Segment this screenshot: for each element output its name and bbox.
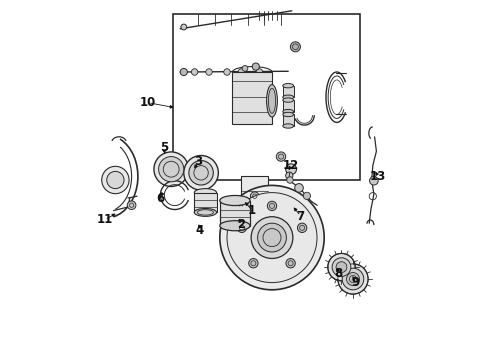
Ellipse shape	[283, 124, 294, 128]
Circle shape	[206, 69, 212, 75]
Bar	[173, 14, 360, 180]
Circle shape	[180, 68, 187, 76]
Ellipse shape	[194, 189, 217, 197]
Circle shape	[252, 63, 259, 70]
Circle shape	[291, 42, 300, 52]
Circle shape	[286, 258, 295, 268]
Text: 2: 2	[237, 219, 245, 231]
Circle shape	[242, 66, 248, 71]
Circle shape	[369, 176, 378, 185]
Circle shape	[256, 69, 263, 75]
Circle shape	[249, 258, 258, 268]
Circle shape	[238, 201, 245, 208]
Circle shape	[332, 258, 351, 276]
Circle shape	[154, 152, 189, 186]
Text: 3: 3	[194, 156, 202, 168]
Text: 9: 9	[352, 276, 360, 289]
Text: 4: 4	[196, 224, 204, 237]
Ellipse shape	[283, 84, 294, 88]
Circle shape	[238, 69, 245, 75]
Circle shape	[220, 185, 324, 290]
Ellipse shape	[220, 221, 250, 231]
Circle shape	[192, 69, 198, 75]
Circle shape	[227, 193, 317, 283]
Circle shape	[287, 177, 293, 183]
Ellipse shape	[283, 98, 294, 102]
Ellipse shape	[267, 85, 277, 117]
Ellipse shape	[283, 112, 294, 117]
Circle shape	[268, 201, 277, 211]
Circle shape	[189, 161, 213, 185]
Circle shape	[346, 273, 360, 285]
Circle shape	[286, 172, 293, 179]
Bar	[283, 114, 294, 126]
Text: 10: 10	[140, 96, 156, 109]
Circle shape	[224, 69, 230, 75]
Ellipse shape	[269, 88, 275, 113]
Bar	[242, 176, 269, 200]
Circle shape	[286, 164, 296, 175]
Circle shape	[328, 253, 355, 281]
Circle shape	[237, 223, 246, 233]
Circle shape	[297, 223, 307, 233]
Text: 1: 1	[248, 204, 256, 217]
Circle shape	[107, 171, 124, 189]
Circle shape	[184, 156, 219, 190]
Circle shape	[102, 166, 129, 194]
Circle shape	[159, 157, 184, 182]
Text: 11: 11	[97, 213, 113, 226]
Circle shape	[276, 152, 286, 161]
Circle shape	[303, 192, 311, 199]
Circle shape	[336, 262, 347, 273]
Ellipse shape	[283, 95, 294, 99]
Circle shape	[342, 268, 364, 290]
Circle shape	[251, 217, 293, 258]
Circle shape	[338, 264, 368, 294]
Text: 5: 5	[160, 141, 168, 154]
Ellipse shape	[220, 195, 250, 206]
Bar	[232, 72, 272, 124]
Circle shape	[250, 192, 259, 201]
Bar	[194, 193, 217, 212]
Circle shape	[181, 24, 187, 30]
Text: 8: 8	[335, 267, 343, 280]
Circle shape	[127, 201, 136, 210]
Text: 13: 13	[370, 170, 386, 183]
Text: 12: 12	[283, 159, 299, 172]
Bar	[220, 201, 250, 226]
Text: 6: 6	[156, 192, 165, 204]
Ellipse shape	[283, 109, 294, 114]
Circle shape	[258, 223, 286, 252]
Ellipse shape	[194, 208, 217, 216]
Bar	[283, 86, 294, 97]
Bar	[283, 100, 294, 112]
Text: 7: 7	[297, 210, 305, 222]
Circle shape	[294, 184, 303, 192]
